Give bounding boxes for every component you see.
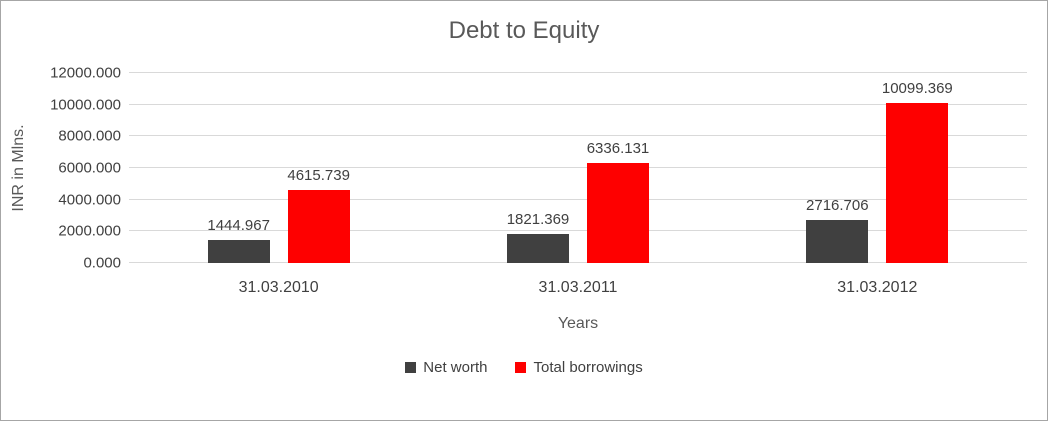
legend-label: Net worth <box>423 359 488 376</box>
y-axis-tick-label: 12000.000 <box>50 64 121 82</box>
x-axis-title: Years <box>557 315 599 332</box>
gridline <box>129 167 1027 168</box>
legend-label: Total borrowings <box>533 359 643 376</box>
x-axis-category-label: 31.03.2010 <box>238 279 319 296</box>
gridlines <box>129 72 1027 263</box>
y-axis-tick-label: 4000.000 <box>58 191 121 209</box>
y-axis-title: INR in Mlns. <box>1 73 37 263</box>
y-axis-tick-label: 10000.000 <box>50 96 121 114</box>
chart-title: Debt to Equity <box>448 17 600 44</box>
bar-total-borrowings: 4615.739 <box>287 167 350 263</box>
x-axis-category-labels: 31.03.2010 31.03.2011 31.03.2012 <box>129 263 1027 297</box>
bar-value-label: 10099.369 <box>881 80 953 98</box>
y-axis-tick-label: 8000.000 <box>58 127 121 145</box>
y-axis-tick-labels: 0.000 2000.000 4000.000 6000.000 8000.000 100… <box>37 66 129 271</box>
chart-body: INR in Mlns. 0.000 2000.000 4000.000 6000.0… <box>1 66 1047 271</box>
bar-net-worth: 1444.967 <box>207 217 270 263</box>
gridline <box>129 135 1027 137</box>
bar-net-worth: 1821.369 <box>507 211 569 263</box>
bar-group: 2716.706 10099.369 <box>728 73 1027 263</box>
gridline <box>129 198 1027 200</box>
bar-net-worth: 2716.706 <box>806 197 869 263</box>
legend-item: Net worth <box>405 359 487 376</box>
legend-item: Total borrowings <box>515 359 643 376</box>
bar-value-label: 2716.706 <box>806 197 869 214</box>
bar-group: 1444.967 4615.739 <box>129 73 428 263</box>
gridline <box>129 230 1027 232</box>
bar-group: 1821.369 6336.131 <box>428 73 727 263</box>
bar-value-label: 1821.369 <box>506 211 570 229</box>
y-axis-tick-label: 0.000 <box>83 254 121 272</box>
gridline <box>129 103 1027 105</box>
bar-total-borrowings: 6336.131 <box>587 140 649 263</box>
plot-area: 1444.967 4615.739 1821.369 6336.131 2716.706… <box>129 72 1027 263</box>
y-axis-tick-label: 2000.000 <box>58 222 121 240</box>
x-axis-category-label: 31.03.2012 <box>837 279 918 296</box>
bar-groups: 1444.967 4615.739 1821.369 6336.131 2716.706… <box>129 73 1027 263</box>
legend: Net worth Total borrowings <box>1 359 1047 376</box>
x-axis-category-label: 31.03.2011 <box>538 279 618 296</box>
bar-value-label: 1444.967 <box>207 217 270 235</box>
gridline <box>129 262 1027 263</box>
bar-total-borrowings: 10099.369 <box>882 80 953 263</box>
y-axis-title-text: INR in Mlns. <box>10 124 27 212</box>
y-axis-tick-label: 6000.000 <box>58 159 121 177</box>
bar-value-label: 4615.739 <box>287 166 350 184</box>
legend-marker-icon <box>515 362 527 373</box>
gridline <box>129 72 1027 73</box>
legend-marker-icon <box>405 362 417 373</box>
bar-value-label: 6336.131 <box>586 139 650 157</box>
